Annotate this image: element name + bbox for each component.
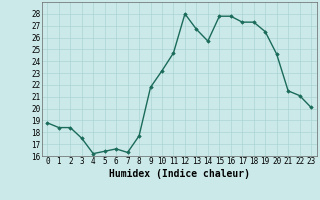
X-axis label: Humidex (Indice chaleur): Humidex (Indice chaleur) <box>109 169 250 179</box>
